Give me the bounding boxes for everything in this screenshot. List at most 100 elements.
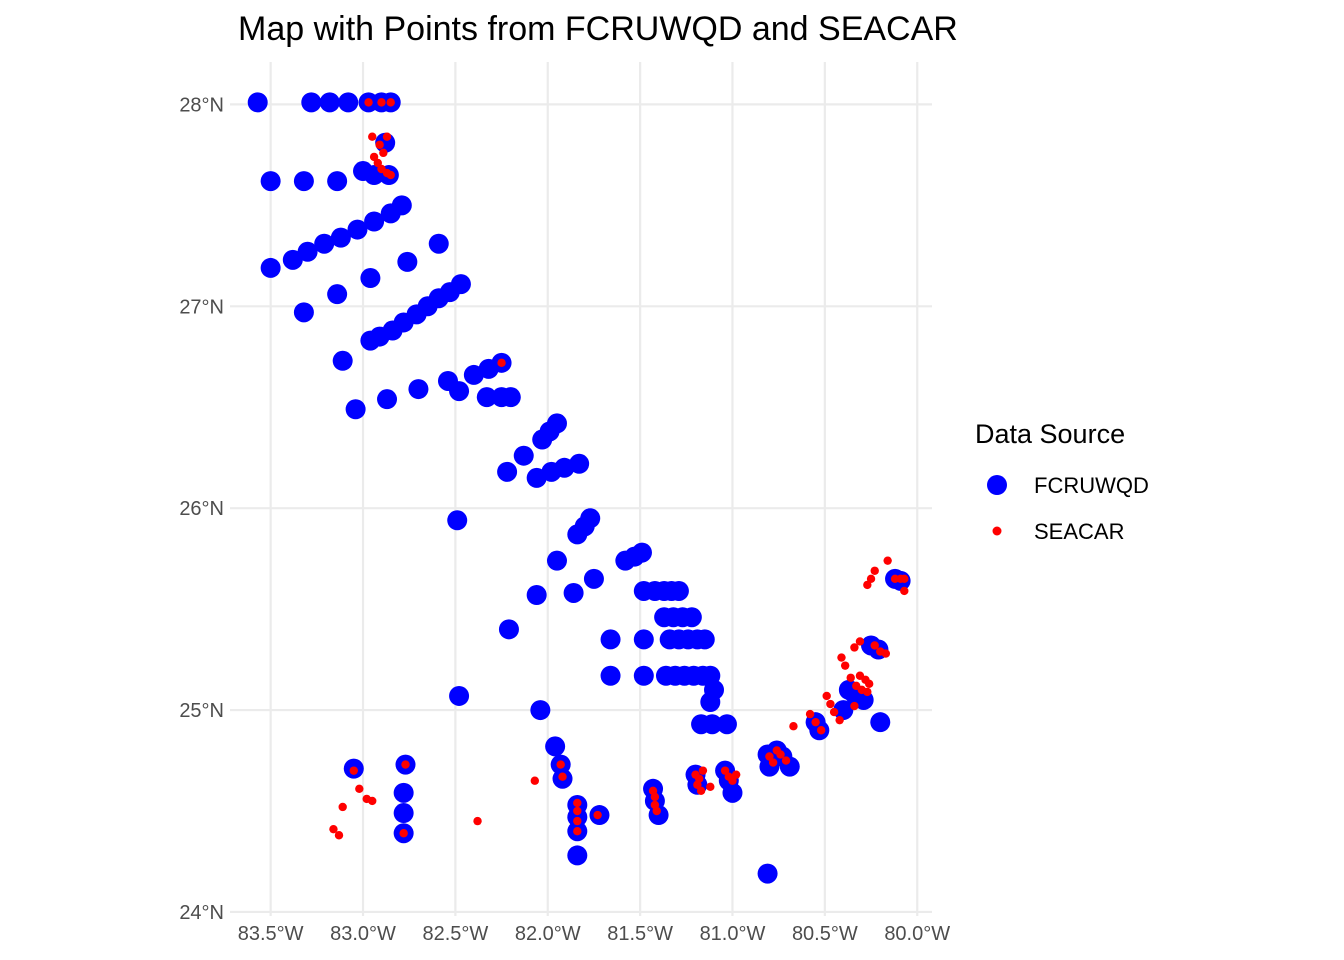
fcruwqd-point [347,219,368,240]
fcruwqd-point [345,399,366,420]
fcruwqd-point [567,845,588,866]
fcruwqd-point [314,233,335,254]
legend-label-seacar: SEACAR [1034,519,1124,544]
seacar-point [829,707,839,717]
seacar-point [866,574,876,584]
seacar-point [364,98,373,107]
fcruwqd-point [364,211,385,232]
fcruwqd-point [567,524,588,545]
fcruwqd-point [332,350,353,371]
fcruwqd-point [681,607,702,628]
seacar-point [706,782,715,791]
fcruwqd-point [293,302,314,323]
seacar-point [900,586,909,596]
seacar-point [822,691,831,701]
seacar-point [386,170,395,180]
fcruwqd-point [360,330,381,351]
seacar-point [373,158,382,168]
fcruwqd-point [293,171,314,192]
chart-title: Map with Points from FCRUWQD and SEACAR [238,10,958,48]
seacar-point [349,766,358,775]
fcruwqd-point [449,685,470,706]
series-fcruwqd [247,92,911,884]
seacar-point [870,641,879,650]
seacar-point [811,717,820,727]
x-tick-label: 81.5°W [607,923,673,945]
seacar-point [375,140,384,149]
seacar-point [840,661,850,670]
legend: Data Source FCRUWQD SEACAR [975,419,1149,544]
seacar-point [846,673,855,682]
grid-lines [230,62,932,916]
fcruwqd-point [498,619,519,640]
fcruwqd-point [301,92,322,113]
seacar-point [850,643,859,652]
fcruwqd-point [633,665,654,686]
seacar-point [355,784,364,794]
fcruwqd-point [282,249,303,270]
seacar-point [870,566,879,575]
seacar-point [855,637,865,646]
x-axis-tick-labels: 83.5°W 83.0°W 82.5°W 82.0°W 81.5°W 81.0°W 80.5… [238,923,951,945]
fcruwqd-point [757,863,778,884]
y-tick-label: 24°N [179,902,224,924]
fcruwqd-point [327,284,348,305]
fcruwqd-point [513,445,534,466]
seacar-point [329,824,338,834]
fcruwqd-point [546,550,567,571]
fcruwqd-point [397,251,418,272]
x-tick-label: 81.0°W [700,923,766,945]
y-tick-label: 28°N [179,94,224,116]
x-tick-label: 82.0°W [515,923,581,945]
seacar-point [386,98,395,107]
legend-title: Data Source [975,419,1125,449]
seacar-point [863,580,872,590]
legend-marker-seacar [992,526,1002,536]
y-tick-label: 25°N [179,700,224,722]
seacar-point [573,806,582,816]
fcruwqd-point [330,227,351,248]
seacar-point [728,776,737,785]
fcruwqd-point [545,736,566,757]
seacar-point [399,829,408,838]
x-tick-label: 80.5°W [792,923,858,945]
fcruwqd-point [327,171,348,192]
fcruwqd-point [319,92,340,113]
fcruwqd-point [615,550,636,571]
seacar-point [573,827,582,836]
seacar-point [368,132,377,141]
fcruwqd-point [463,364,484,385]
fcruwqd-point [428,233,449,254]
seacar-point [652,806,661,816]
x-tick-label: 83.5°W [238,923,304,945]
fcruwqd-point [526,584,547,605]
seacar-point [900,574,909,584]
seacar-point [650,792,660,802]
seacar-point [837,653,846,662]
seacar-point [382,132,392,141]
seacar-point [473,816,482,826]
seacar-point [826,699,835,709]
seacar-point [593,810,602,820]
seacar-point [863,687,872,697]
seacar-point [816,726,826,735]
fcruwqd-point [449,381,470,402]
seacar-point [768,758,778,767]
fcruwqd-point [668,580,689,601]
seacar-point [530,776,540,785]
data-points [247,92,911,884]
seacar-point [334,831,344,840]
fcruwqd-point [476,387,497,408]
fcruwqd-point [700,691,721,712]
seacar-point [765,752,774,761]
fcruwqd-point [833,700,854,721]
fcruwqd-point [870,712,891,733]
seacar-point [805,709,815,719]
seacar-point [556,760,565,769]
fcruwqd-point [260,171,281,192]
series-seacar [329,98,909,840]
fcruwqd-point [532,429,553,450]
fcruwqd-point [380,203,401,224]
seacar-point [835,715,844,725]
